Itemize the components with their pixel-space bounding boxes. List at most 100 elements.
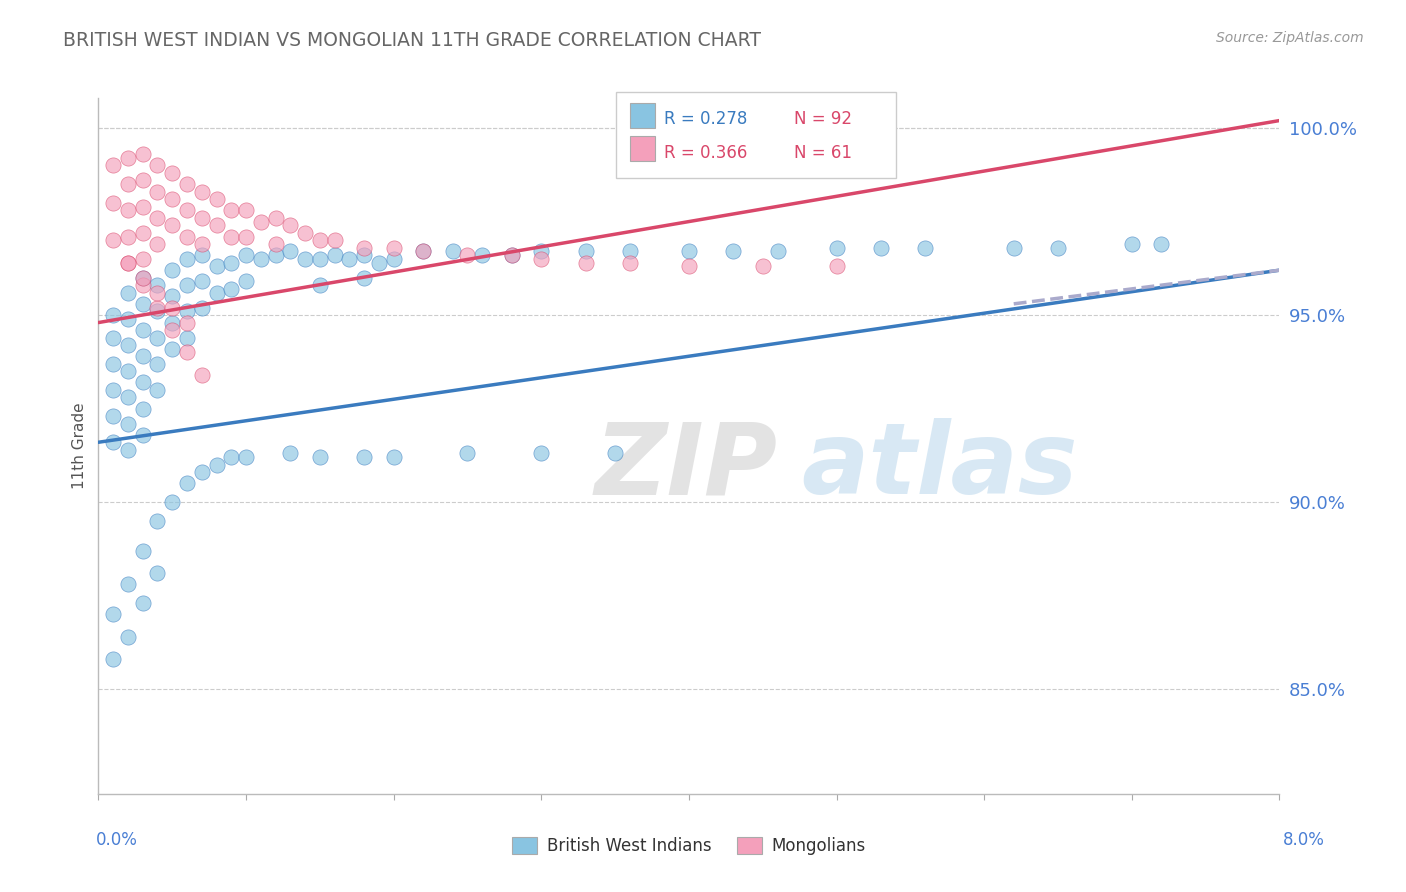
Point	[191, 274, 214, 288]
Point	[103, 383, 125, 397]
Point	[146, 285, 169, 300]
Point	[280, 244, 302, 259]
Point	[353, 450, 375, 465]
Point	[132, 270, 155, 285]
Point	[146, 237, 169, 252]
Point	[678, 260, 700, 274]
Text: BRITISH WEST INDIAN VS MONGOLIAN 11TH GRADE CORRELATION CHART: BRITISH WEST INDIAN VS MONGOLIAN 11TH GR…	[63, 31, 761, 50]
Point	[619, 244, 641, 259]
Point	[294, 226, 316, 240]
Text: N = 92: N = 92	[794, 110, 852, 128]
Point	[176, 345, 198, 359]
Point	[103, 652, 125, 666]
Point	[235, 274, 257, 288]
Point	[146, 301, 169, 315]
Point	[412, 244, 434, 259]
Point	[250, 252, 273, 266]
Point	[117, 229, 139, 244]
Point	[132, 596, 155, 610]
Point	[323, 233, 346, 247]
Point	[530, 244, 553, 259]
Point	[162, 219, 183, 233]
Point	[191, 237, 214, 252]
Point	[146, 304, 169, 318]
Point	[132, 323, 155, 337]
Point	[132, 252, 155, 266]
Point	[162, 192, 183, 206]
Point	[280, 219, 302, 233]
Text: 8.0%: 8.0%	[1282, 831, 1324, 849]
Text: R = 0.366: R = 0.366	[664, 144, 747, 161]
Point	[103, 607, 125, 622]
Point	[117, 417, 139, 431]
Point	[176, 252, 198, 266]
Point	[103, 158, 125, 172]
Point	[1002, 241, 1025, 255]
Point	[309, 278, 332, 293]
Point	[235, 248, 257, 262]
Point	[146, 211, 169, 225]
Point	[132, 427, 155, 442]
Point	[146, 330, 169, 344]
Point	[575, 244, 598, 259]
Point	[132, 349, 155, 363]
Point	[309, 252, 332, 266]
Point	[1121, 237, 1143, 252]
Point	[457, 248, 479, 262]
Point	[117, 285, 139, 300]
Point	[191, 368, 214, 382]
Point	[191, 465, 214, 479]
Point	[117, 256, 139, 270]
Point	[457, 446, 479, 460]
Text: N = 61: N = 61	[794, 144, 852, 161]
Point	[176, 229, 198, 244]
Point	[191, 248, 214, 262]
Point	[176, 316, 198, 330]
Point	[117, 151, 139, 165]
Point	[825, 241, 848, 255]
Point	[146, 278, 169, 293]
Point	[132, 401, 155, 416]
Text: R = 0.278: R = 0.278	[664, 110, 747, 128]
Point	[382, 241, 405, 255]
Text: ZIP: ZIP	[595, 418, 778, 516]
Point	[103, 233, 125, 247]
Point	[117, 630, 139, 644]
Point	[530, 446, 553, 460]
Point	[132, 200, 155, 214]
Text: Source: ZipAtlas.com: Source: ZipAtlas.com	[1216, 31, 1364, 45]
Point	[117, 577, 139, 591]
Point	[221, 282, 243, 296]
Point	[162, 342, 183, 356]
Point	[176, 476, 198, 491]
Point	[1046, 241, 1070, 255]
Point	[117, 338, 139, 352]
Point	[132, 226, 155, 240]
Point	[280, 446, 302, 460]
Point	[575, 256, 598, 270]
Point	[221, 229, 243, 244]
Point	[191, 185, 214, 199]
Point	[250, 214, 273, 228]
Point	[132, 278, 155, 293]
Point	[162, 323, 183, 337]
Point	[103, 357, 125, 371]
Point	[103, 409, 125, 423]
Point	[117, 442, 139, 457]
Point	[162, 289, 183, 303]
Point	[309, 233, 332, 247]
Point	[235, 203, 257, 218]
Point	[132, 543, 155, 558]
Point	[353, 241, 375, 255]
Point	[162, 166, 183, 180]
Point	[264, 211, 287, 225]
Point	[103, 435, 125, 450]
Point	[353, 248, 375, 262]
Point	[205, 192, 228, 206]
Point	[176, 203, 198, 218]
Point	[205, 219, 228, 233]
Point	[382, 450, 405, 465]
Point	[294, 252, 316, 266]
Point	[146, 185, 169, 199]
Point	[678, 244, 700, 259]
